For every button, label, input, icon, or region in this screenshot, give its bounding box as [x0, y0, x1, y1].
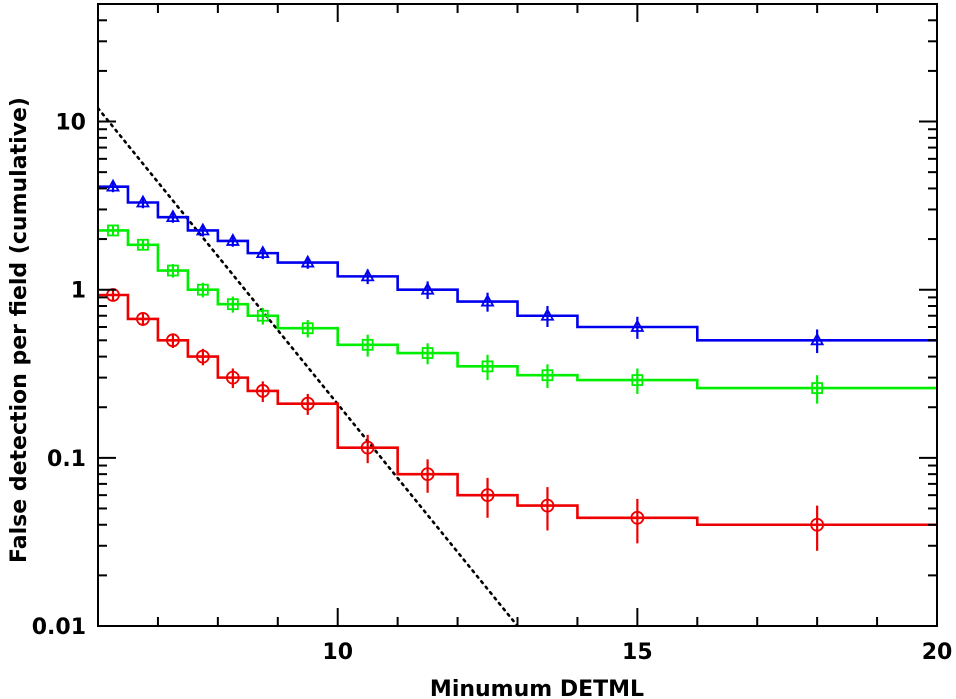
data-point-triangle	[300, 254, 315, 268]
data-point-square	[481, 360, 494, 373]
data-point-circle	[540, 498, 555, 513]
data-point-circle	[630, 510, 645, 525]
data-point-circle	[360, 440, 375, 455]
series-triangle	[98, 178, 937, 354]
data-point-circle	[420, 467, 435, 482]
y-axis-label: False detection per field (cumulative)	[7, 97, 32, 563]
y-tick-label: 10	[55, 111, 86, 136]
data-point-triangle	[165, 209, 180, 223]
data-point-triangle	[630, 319, 645, 332]
data-point-circle	[136, 312, 150, 326]
x-axis-label: Minumum DETML	[430, 677, 644, 699]
data-point-triangle	[480, 293, 495, 307]
plot-area	[98, 106, 937, 626]
data-point-square	[631, 374, 644, 386]
data-point-square	[196, 283, 209, 296]
data-point-triangle	[195, 222, 210, 236]
data-point-square	[811, 382, 824, 394]
data-point-square	[256, 309, 269, 322]
x-tick-label: 15	[622, 640, 653, 665]
data-point-square	[107, 224, 119, 237]
data-point-triangle	[360, 268, 375, 282]
y-tick-label: 0.1	[47, 447, 86, 472]
data-point-square	[301, 322, 314, 335]
data-point-triangle	[420, 281, 435, 295]
series-square	[98, 224, 937, 404]
data-point-circle	[225, 370, 240, 385]
data-point-triangle	[135, 194, 150, 208]
x-tick-label: 10	[322, 640, 353, 665]
data-point-triangle	[810, 332, 825, 346]
data-point-circle	[480, 488, 495, 503]
data-point-square	[137, 238, 149, 251]
series-line-circle	[98, 293, 937, 527]
data-point-circle	[255, 384, 270, 398]
data-point-circle	[810, 517, 825, 532]
data-point-square	[167, 264, 179, 277]
data-point-square	[541, 369, 554, 382]
data-point-square	[421, 347, 434, 359]
data-point-triangle	[255, 245, 270, 259]
y-tick-label: 0.01	[32, 615, 86, 640]
data-point-circle	[166, 333, 180, 348]
data-point-square	[226, 298, 239, 311]
plot-layer	[98, 106, 937, 626]
x-tick-label: 20	[922, 640, 953, 665]
reference-line	[98, 106, 519, 626]
series-line-triangle	[98, 185, 937, 342]
data-point-circle	[300, 396, 315, 411]
data-point-triangle	[540, 307, 555, 321]
series-circle	[98, 288, 937, 551]
y-tick-label: 1	[71, 279, 86, 304]
data-point-square	[361, 338, 374, 351]
data-point-circle	[195, 349, 210, 364]
ticks-layer: 10 15 20 0.01 0.1 1 10	[32, 3, 953, 665]
data-point-triangle	[225, 233, 240, 246]
data-point-triangle	[105, 178, 121, 192]
